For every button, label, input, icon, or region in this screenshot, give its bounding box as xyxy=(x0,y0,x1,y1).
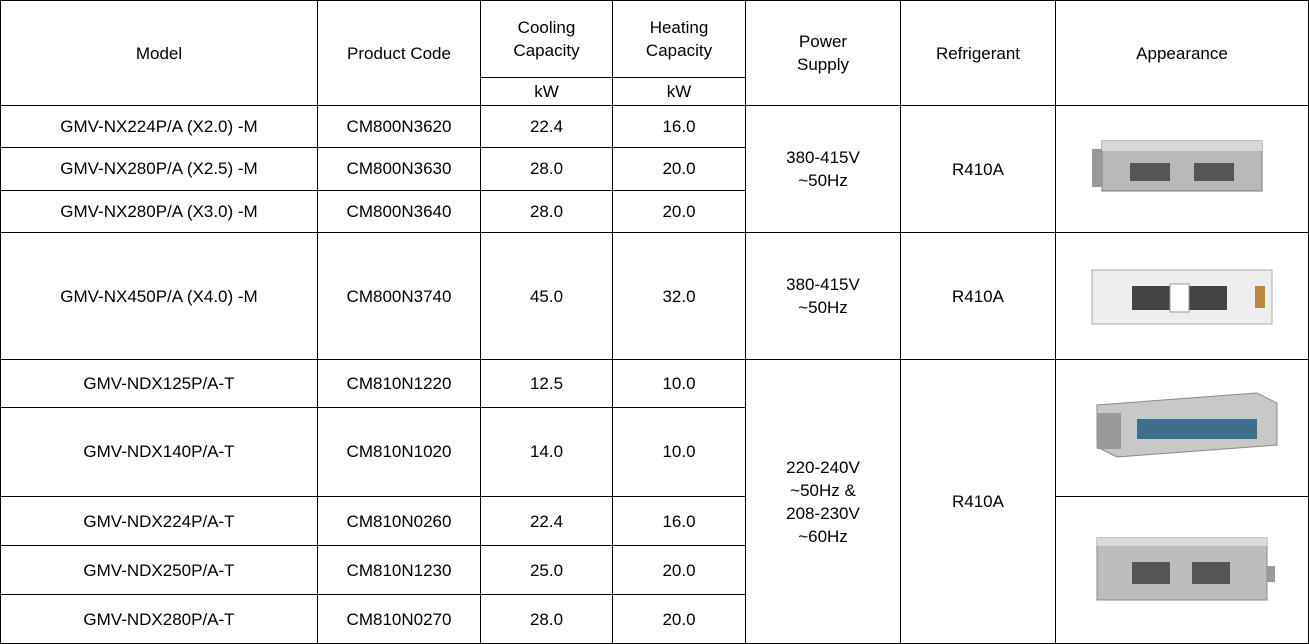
cooling-cell: 28.0 xyxy=(481,148,613,190)
unit-image xyxy=(1077,256,1287,336)
header-cell: Power Supply xyxy=(746,1,901,106)
heating-cell: 10.0 xyxy=(613,360,746,408)
cell: R410A xyxy=(901,106,1056,233)
product-code-cell: CM810N1220 xyxy=(318,360,481,408)
image-cell xyxy=(1056,233,1309,360)
header-row: Model Product Code Cooling Capacity Heat… xyxy=(1,1,1309,78)
cell: 220-240V ~50Hz & 208-230V ~60Hz xyxy=(746,360,901,644)
model-cell: GMV-NDX280P/A-T xyxy=(1,595,318,644)
heating-cell: 10.0 xyxy=(613,407,746,496)
cooling-cell: 28.0 xyxy=(481,595,613,644)
heating-cell: 20.0 xyxy=(613,546,746,595)
model-cell: GMV-NDX125P/A-T xyxy=(1,360,318,408)
cell: R410A xyxy=(901,360,1056,644)
product-code-cell: CM810N0260 xyxy=(318,497,481,546)
unit-image xyxy=(1077,520,1287,620)
model-cell: GMV-NX450P/A (X4.0) -M xyxy=(1,233,318,360)
model-cell: GMV-NX280P/A (X2.5) -M xyxy=(1,148,318,190)
cell: R410A xyxy=(901,233,1056,360)
unit-cell: kW xyxy=(481,78,613,106)
product-code-cell: CM810N0270 xyxy=(318,595,481,644)
unit-image xyxy=(1082,129,1282,209)
product-code-cell: CM800N3620 xyxy=(318,106,481,148)
model-cell: GMV-NDX140P/A-T xyxy=(1,407,318,496)
product-code-cell: CM810N1020 xyxy=(318,407,481,496)
cell: 380-415V ~50Hz xyxy=(746,106,901,233)
page: Model Product Code Cooling Capacity Heat… xyxy=(0,0,1309,544)
spec-table: Model Product Code Cooling Capacity Heat… xyxy=(0,0,1309,644)
header-cell: Model xyxy=(1,1,318,106)
cooling-cell: 12.5 xyxy=(481,360,613,408)
image-cell xyxy=(1056,106,1309,233)
model-cell: GMV-NX280P/A (X3.0) -M xyxy=(1,190,318,232)
header-cell: Refrigerant xyxy=(901,1,1056,106)
image-cell xyxy=(1056,360,1309,497)
heating-cell: 20.0 xyxy=(613,148,746,190)
heating-cell: 16.0 xyxy=(613,106,746,148)
unit-cell: kW xyxy=(613,78,746,106)
unit-image xyxy=(1077,383,1287,473)
model-cell: GMV-NDX224P/A-T xyxy=(1,497,318,546)
cooling-cell: 14.0 xyxy=(481,407,613,496)
heating-cell: 32.0 xyxy=(613,233,746,360)
product-code-cell: CM800N3640 xyxy=(318,190,481,232)
cooling-cell: 28.0 xyxy=(481,190,613,232)
product-code-cell: CM800N3630 xyxy=(318,148,481,190)
model-cell: GMV-NX224P/A (X2.0) -M xyxy=(1,106,318,148)
cooling-cell: 25.0 xyxy=(481,546,613,595)
header-cell: Cooling Capacity xyxy=(481,1,613,78)
cell: 380-415V ~50Hz xyxy=(746,233,901,360)
model-cell: GMV-NDX250P/A-T xyxy=(1,546,318,595)
heating-cell: 20.0 xyxy=(613,595,746,644)
header-cell: Appearance xyxy=(1056,1,1309,106)
image-cell xyxy=(1056,497,1309,644)
product-code-cell: CM800N3740 xyxy=(318,233,481,360)
heating-cell: 16.0 xyxy=(613,497,746,546)
product-code-cell: CM810N1230 xyxy=(318,546,481,595)
cooling-cell: 22.4 xyxy=(481,106,613,148)
header-cell: Product Code xyxy=(318,1,481,106)
heating-cell: 20.0 xyxy=(613,190,746,232)
header-cell: Heating Capacity xyxy=(613,1,746,78)
cooling-cell: 22.4 xyxy=(481,497,613,546)
cooling-cell: 45.0 xyxy=(481,233,613,360)
